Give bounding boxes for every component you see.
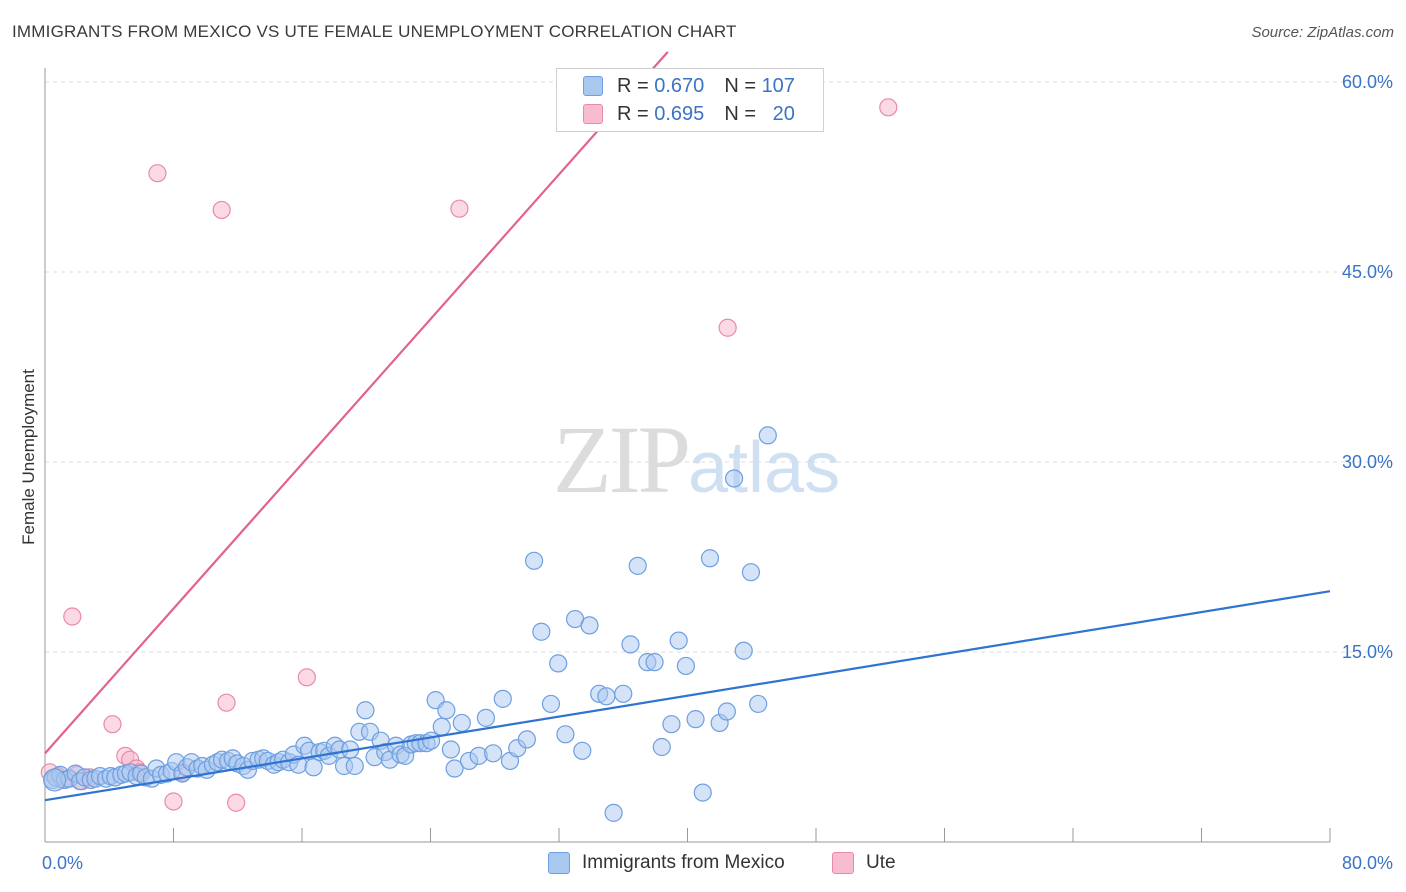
- mexico-point: [345, 756, 364, 776]
- y-tick-label: 60.0%: [1342, 72, 1393, 92]
- mexico-point: [686, 710, 705, 729]
- mexico-point: [573, 741, 592, 760]
- y-axis-label: Female Unemployment: [19, 369, 38, 545]
- mexico-point: [749, 694, 768, 714]
- mexico-point: [693, 783, 712, 802]
- mexico-point: [645, 653, 664, 672]
- ute-point: [164, 792, 183, 811]
- legend-n-label: N =: [724, 74, 756, 97]
- mexico-point: [621, 635, 640, 654]
- bottom-legend-label-mexico: Immigrants from Mexico: [582, 852, 785, 873]
- legend-r-label: R =: [617, 74, 649, 97]
- legend-n-label: N =: [724, 102, 756, 125]
- bottom-legend-swatch-ute: [832, 852, 854, 874]
- mexico-trend-line: [44, 590, 1331, 802]
- mexico-point: [676, 656, 695, 676]
- ute-point: [63, 607, 82, 626]
- ute-point: [879, 98, 898, 117]
- mexico-point: [549, 654, 568, 673]
- chart-source: Source: ZipAtlas.com: [1251, 24, 1394, 41]
- mexico-point: [437, 701, 456, 720]
- ute-point: [718, 318, 737, 337]
- ute-point: [227, 793, 246, 812]
- mexico-point: [669, 631, 688, 650]
- y-tick-label: 30.0%: [1342, 452, 1393, 472]
- mexico-point: [476, 708, 496, 727]
- y-tick-label: 15.0%: [1342, 642, 1393, 662]
- mexico-point: [445, 759, 464, 778]
- mexico-point: [421, 731, 441, 750]
- mexico-point: [662, 715, 681, 734]
- mexico-point: [717, 702, 736, 721]
- mexico-point: [356, 701, 375, 720]
- watermark: ZIPatlas: [553, 404, 840, 515]
- legend-r-value: 0.670: [654, 74, 705, 97]
- mexico-point: [758, 426, 777, 445]
- mexico-point: [304, 758, 323, 777]
- correlation-legend: R = 0.670 N = 107 R = 0.695 N = 20: [556, 68, 824, 132]
- mexico-point: [556, 725, 575, 744]
- mexico-point: [493, 689, 512, 708]
- mexico-point: [484, 744, 503, 763]
- mexico-point: [628, 556, 647, 575]
- ute-point: [212, 200, 231, 220]
- mexico-point: [517, 730, 536, 749]
- legend-row-ute: R = 0.695 N = 20: [583, 102, 795, 126]
- mexico-point: [734, 641, 753, 660]
- bottom-legend-swatch-mexico: [548, 852, 570, 874]
- legend-row-mexico: R = 0.670 N = 107: [583, 74, 795, 98]
- ute-trend-line: [44, 51, 669, 755]
- mexico-point: [525, 551, 544, 570]
- legend-n-value: 107: [761, 74, 795, 97]
- x-tick-label: 80.0%: [1342, 853, 1393, 873]
- mexico-point: [604, 803, 623, 822]
- mexico-point: [43, 768, 67, 792]
- chart-title: IMMIGRANTS FROM MEXICO VS UTE FEMALE UNE…: [12, 22, 737, 41]
- bottom-legend-mexico: Immigrants from Mexico: [548, 852, 785, 874]
- mexico-point: [652, 737, 671, 757]
- y-tick-label: 45.0%: [1342, 262, 1393, 282]
- legend-swatch-mexico: [583, 76, 603, 96]
- legend-r-value: 0.695: [654, 102, 705, 125]
- bottom-legend-ute: Ute: [832, 852, 896, 874]
- mexico-point: [724, 469, 744, 488]
- mexico-point: [597, 687, 616, 706]
- mexico-point: [452, 713, 471, 733]
- ute-point: [148, 164, 167, 183]
- mexico-point: [700, 549, 720, 568]
- watermark-zip: ZIP: [553, 406, 691, 513]
- mexico-point: [532, 622, 551, 641]
- bottom-legend-label-ute: Ute: [866, 852, 896, 873]
- mexico-point: [541, 694, 561, 714]
- x-tick-label: 0.0%: [42, 853, 83, 873]
- ute-point: [103, 715, 122, 734]
- mexico-point: [741, 563, 761, 582]
- mexico-point: [580, 616, 599, 635]
- mexico-point: [441, 740, 460, 759]
- mexico-point: [614, 684, 633, 703]
- legend-r-label: R =: [617, 102, 649, 125]
- ute-point: [450, 199, 469, 218]
- legend-n-value: 20: [772, 102, 795, 125]
- mexico-point: [432, 717, 451, 736]
- ute-point: [297, 668, 316, 687]
- legend-swatch-ute: [583, 104, 603, 124]
- ute-point: [217, 693, 236, 712]
